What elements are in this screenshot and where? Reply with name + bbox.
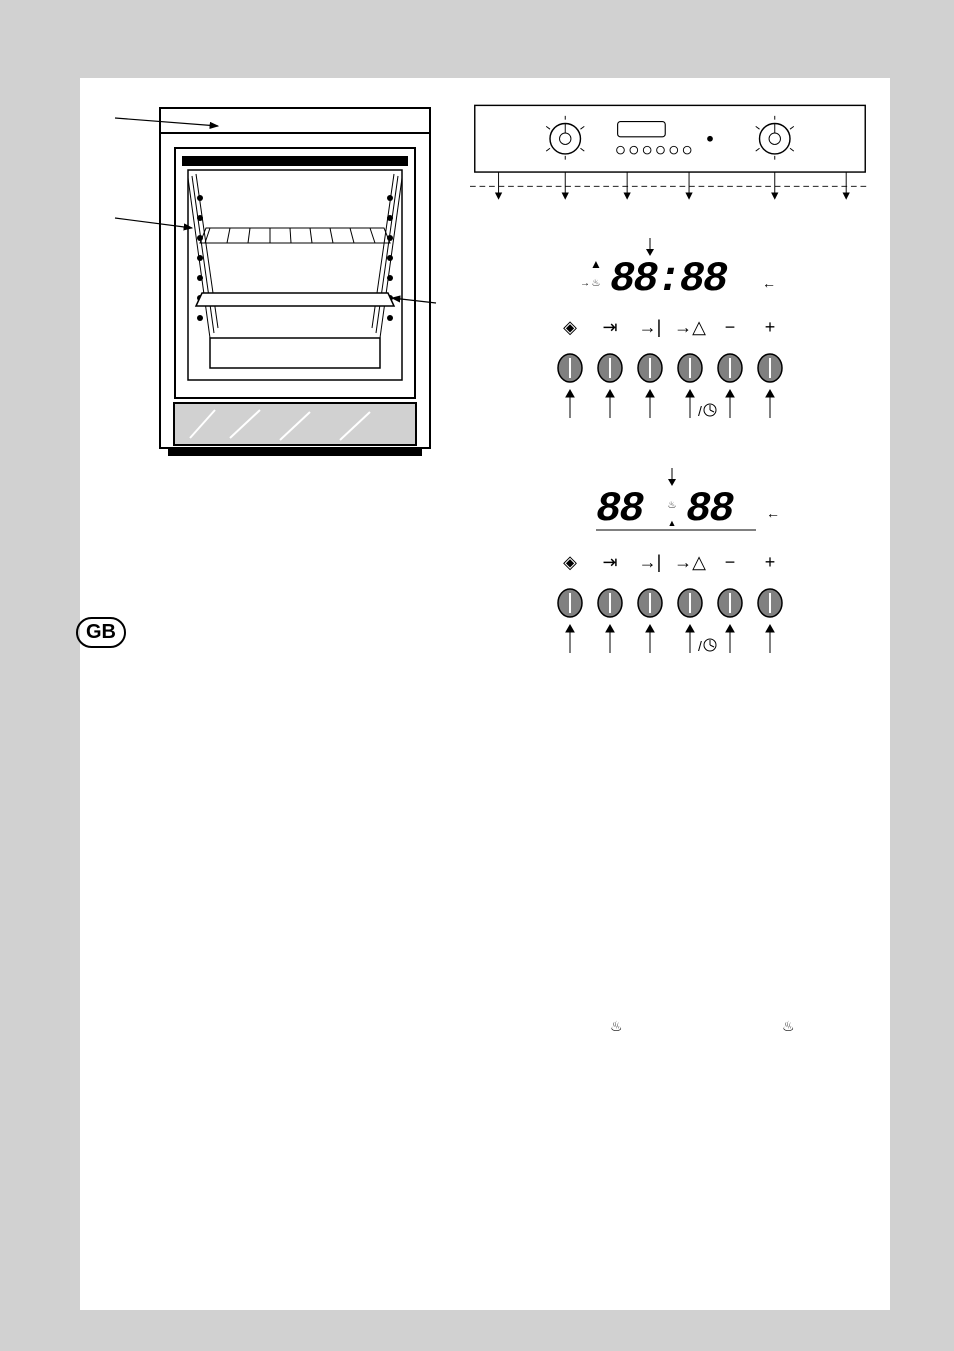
svg-text:→: →: [580, 278, 590, 289]
figures-row: ▲ ♨ → 88:88 ← ◈ ⇥ →| →△: [110, 98, 870, 668]
oven-figure: [110, 98, 440, 478]
svg-text:◈: ◈: [563, 552, 577, 572]
programmer-display-2: ♨ ▲ 88 88 ← ◈ ⇥ →|: [470, 468, 870, 668]
svg-text:/: /: [698, 638, 702, 654]
svg-text:◈: ◈: [563, 317, 577, 337]
svg-text:+: +: [765, 552, 776, 572]
svg-text:▲: ▲: [668, 518, 677, 528]
pot-icon: ♨: [610, 1018, 623, 1035]
country-badge: GB: [76, 617, 126, 648]
svg-text:→△: →△: [674, 552, 706, 572]
header-bar: [80, 20, 890, 78]
document-page: ▲ ♨ → 88:88 ← ◈ ⇥ →| →△: [80, 20, 890, 1310]
svg-text:−: −: [725, 552, 736, 572]
svg-text:→△: →△: [674, 317, 706, 337]
svg-text:⇥: ⇥: [602, 552, 617, 572]
svg-text:→|: →|: [639, 317, 662, 337]
svg-text:⇥: ⇥: [602, 317, 617, 337]
svg-text:♨: ♨: [592, 278, 601, 289]
svg-text:▲: ▲: [590, 257, 602, 271]
content-area: ▲ ♨ → 88:88 ← ◈ ⇥ →| →△: [80, 78, 890, 668]
programmer-display-1: ▲ ♨ → 88:88 ← ◈ ⇥ →| →△: [470, 238, 870, 438]
svg-text:←: ←: [766, 505, 780, 521]
control-panel-figure: [470, 98, 870, 208]
pot-icon: ♨: [782, 1018, 795, 1035]
page-footer: GB: [76, 617, 126, 648]
svg-text:−: −: [725, 317, 736, 337]
svg-text:♨: ♨: [668, 500, 677, 511]
right-figure-column: ▲ ♨ → 88:88 ← ◈ ⇥ →| →△: [470, 98, 870, 668]
display1-digits: 88:88: [610, 255, 728, 303]
svg-text:/: /: [698, 403, 702, 419]
svg-text:+: +: [765, 317, 776, 337]
display2-digits-right: 88: [686, 485, 734, 533]
svg-text:→|: →|: [639, 552, 662, 572]
oven-svg: [110, 98, 440, 478]
svg-text:←: ←: [762, 275, 776, 291]
display2-digits-left: 88: [596, 485, 644, 533]
